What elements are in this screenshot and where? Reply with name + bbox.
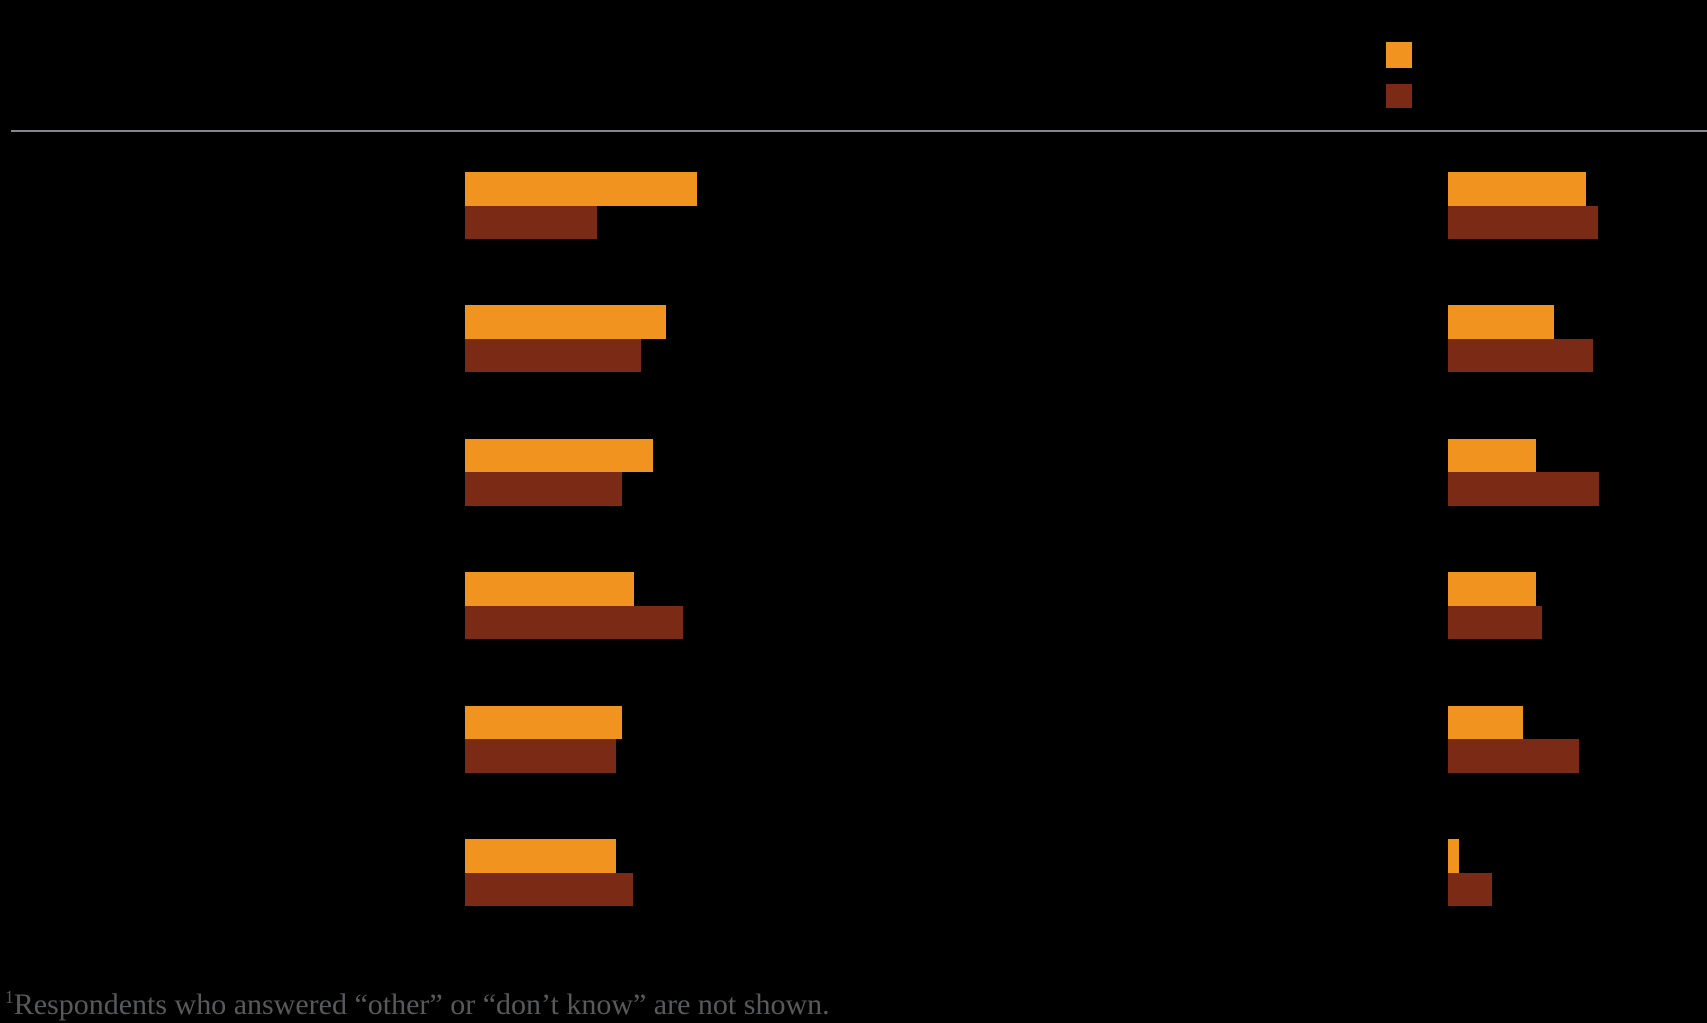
bar-right-row1-brown [1448, 205, 1598, 239]
bar-left-row3-orange [465, 438, 653, 473]
bar-right-row4-brown [1448, 605, 1542, 640]
bar-left-row3-brown [465, 472, 622, 506]
bar-left-row1-brown [465, 205, 597, 239]
bar-right-row2-brown [1448, 338, 1593, 373]
bar-right-row3-brown [1448, 472, 1599, 506]
bar-left-row2-orange [465, 305, 666, 339]
bar-right-row1-orange [1448, 172, 1586, 206]
bar-right-row4-orange [1448, 572, 1536, 606]
legend-swatch-brown-icon [1386, 84, 1412, 108]
bar-left-row5-brown [465, 739, 616, 773]
bar-right-row5-brown [1448, 739, 1579, 773]
bar-left-row5-orange [465, 705, 622, 740]
bar-left-row2-brown [465, 338, 641, 373]
bar-right-row3-orange [1448, 438, 1536, 473]
bar-right-row6-brown [1448, 872, 1492, 906]
bar-left-row1-orange [465, 172, 697, 206]
footnote-text: Respondents who answered “other” or “don… [13, 988, 830, 1021]
bar-left-row4-brown [465, 605, 683, 640]
legend-swatch-orange-icon [1386, 42, 1412, 68]
bar-right-row6-orange [1448, 839, 1459, 873]
header-divider-line [11, 130, 1707, 132]
footnote: 1Respondents who answered “other” or “do… [5, 988, 830, 1021]
bar-left-row6-brown [465, 872, 633, 906]
footnote-marker: 1 [5, 987, 14, 1007]
bar-left-row4-orange [465, 572, 634, 606]
bar-right-row2-orange [1448, 305, 1554, 339]
bar-left-row6-orange [465, 839, 616, 873]
bar-right-row5-orange [1448, 705, 1523, 740]
